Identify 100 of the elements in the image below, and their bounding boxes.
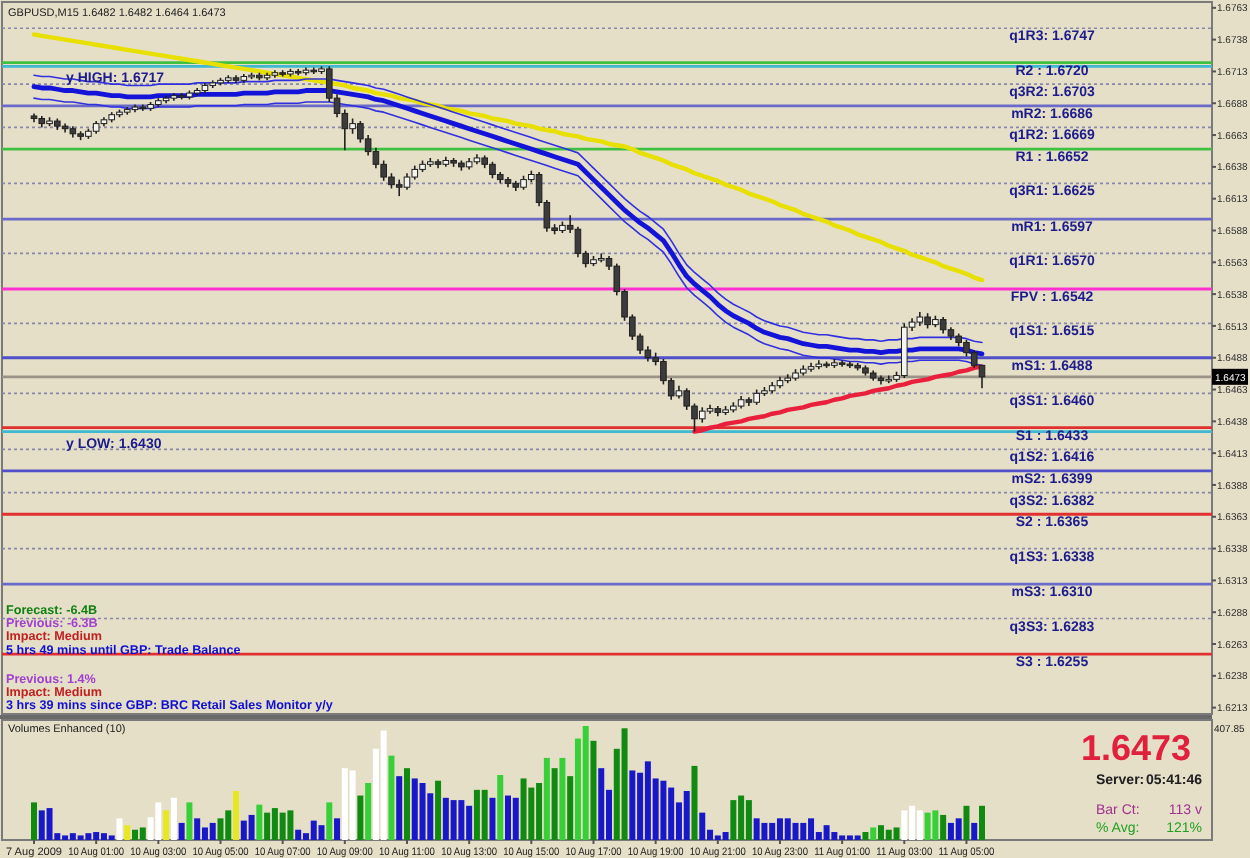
bar [629, 770, 636, 840]
bar [745, 800, 752, 840]
bar [543, 757, 550, 840]
bar [916, 810, 923, 840]
bar [132, 829, 139, 840]
bar [442, 797, 449, 840]
bar [69, 833, 76, 840]
bar [567, 776, 574, 840]
bar [808, 818, 815, 840]
bar [536, 783, 543, 840]
bar [738, 795, 745, 840]
bar [489, 797, 496, 840]
bar [551, 768, 558, 840]
bar [170, 797, 177, 840]
bar [691, 765, 698, 840]
bar [761, 822, 768, 840]
bar [722, 832, 729, 840]
bar [955, 818, 962, 840]
bar [403, 768, 410, 840]
bar [93, 832, 100, 840]
bar [419, 783, 426, 840]
bar [326, 802, 333, 840]
bar [683, 790, 690, 840]
bar [831, 832, 838, 840]
bar [792, 822, 799, 840]
bar [186, 802, 193, 840]
bar [877, 825, 884, 840]
line-series [31, 32, 985, 283]
bar [155, 802, 162, 840]
bar [909, 805, 916, 840]
bar [776, 818, 783, 840]
text: 1.6473 [1080, 728, 1192, 768]
bar [823, 825, 830, 840]
bar [800, 822, 807, 840]
bar [450, 800, 457, 840]
bar [730, 800, 737, 840]
bar [598, 768, 605, 840]
bar [901, 810, 908, 840]
bar [357, 795, 364, 840]
bar [341, 768, 348, 840]
bar [100, 833, 107, 840]
bar [559, 757, 566, 840]
bar [497, 775, 504, 840]
bar [660, 780, 667, 840]
bar [435, 780, 442, 840]
bar [279, 812, 286, 840]
bar [753, 818, 760, 840]
bar [264, 812, 271, 840]
bar [194, 818, 201, 840]
bar [932, 810, 939, 840]
bar [38, 810, 45, 840]
bar [870, 827, 877, 840]
bar [924, 812, 931, 840]
bar [512, 797, 519, 840]
bar [240, 820, 247, 840]
bar [116, 818, 123, 840]
bar [862, 832, 869, 840]
bar [256, 804, 263, 840]
bar [310, 820, 317, 840]
bar [971, 822, 978, 840]
bar [178, 822, 185, 840]
bar [287, 810, 294, 840]
bar [248, 814, 255, 840]
bar [473, 789, 480, 840]
bar [979, 805, 985, 840]
bar [644, 761, 651, 840]
bar [271, 808, 278, 840]
bar [334, 818, 341, 840]
line-series [692, 364, 985, 434]
bar [590, 740, 597, 840]
bar [621, 728, 628, 840]
bar [139, 827, 146, 840]
bar [217, 818, 224, 840]
bar [458, 800, 465, 840]
bar [318, 825, 325, 840]
bar [396, 776, 403, 840]
bar [225, 810, 232, 840]
bar [784, 818, 791, 840]
bar [163, 810, 170, 840]
bar [769, 822, 776, 840]
bar [295, 829, 302, 840]
bar [31, 802, 37, 840]
bar [699, 812, 706, 840]
bar [365, 783, 372, 840]
bar [940, 814, 947, 840]
bar [380, 730, 387, 840]
bar [947, 822, 954, 840]
bar [85, 833, 92, 840]
bar [233, 790, 240, 840]
bar [963, 805, 970, 840]
bar [582, 726, 589, 840]
bar [209, 822, 216, 840]
bar [349, 770, 356, 840]
bar [885, 829, 892, 840]
candlestick [683, 387, 691, 411]
candlestick [395, 178, 403, 197]
bar [505, 795, 511, 840]
bar [388, 755, 395, 840]
bar [893, 827, 900, 840]
bar [668, 787, 675, 840]
